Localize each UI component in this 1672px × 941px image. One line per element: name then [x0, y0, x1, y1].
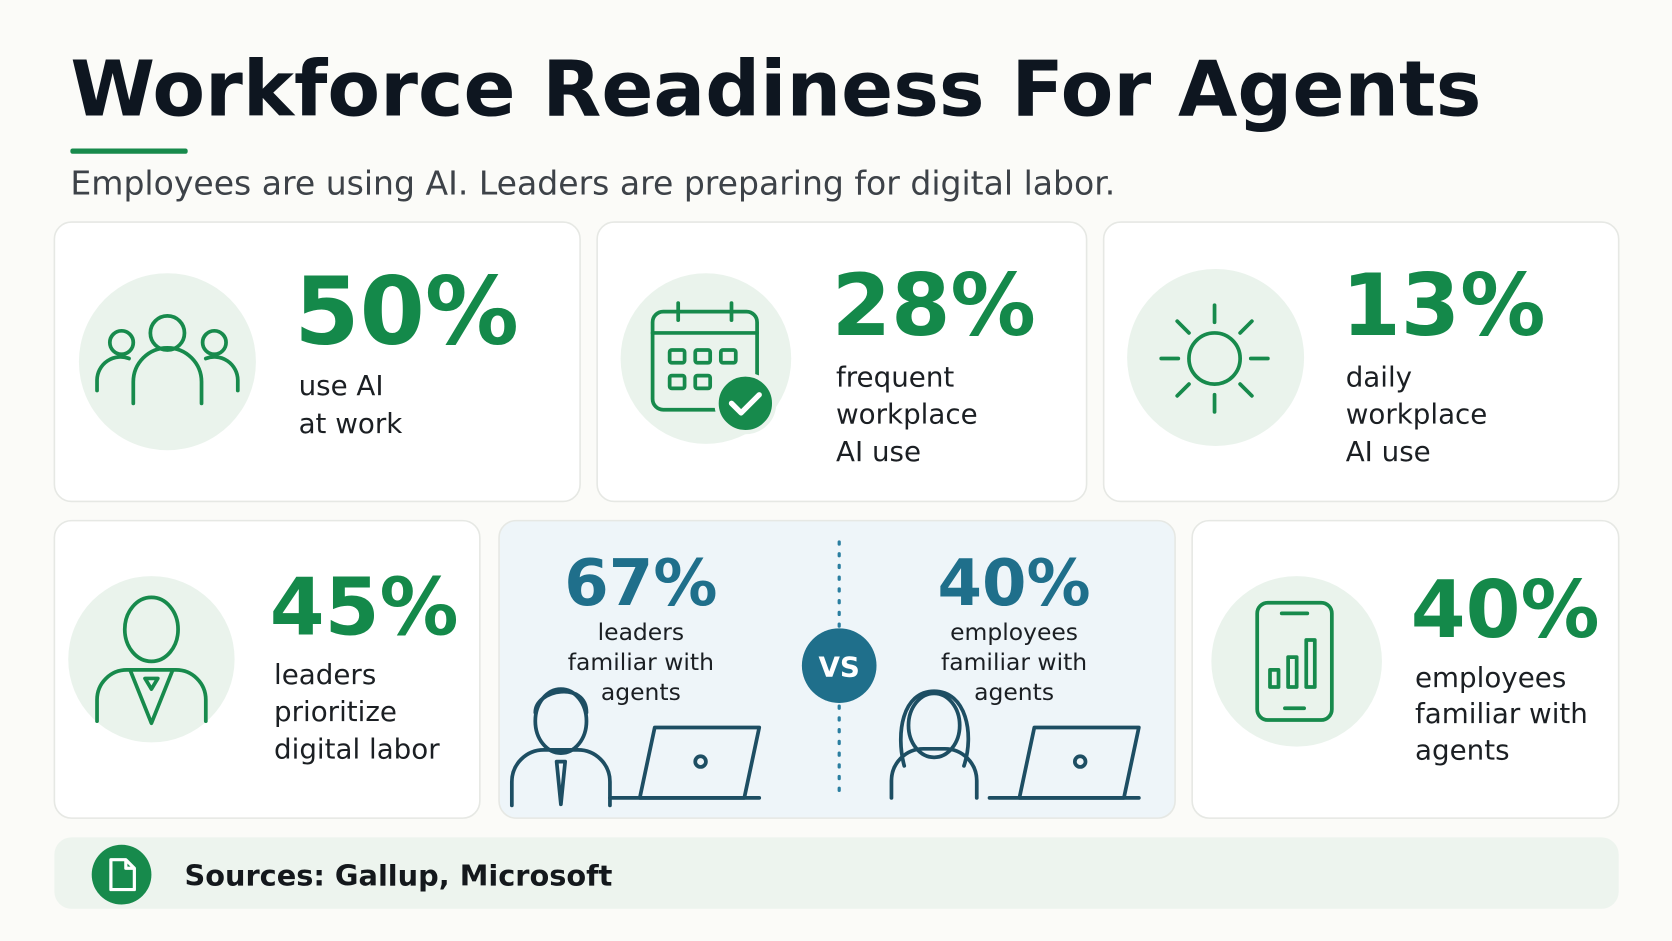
stat-label: familiar with: [941, 648, 1087, 676]
stat-value: 50%: [294, 258, 519, 367]
calendar-icon: [650, 301, 759, 412]
stat-label: AI use: [1346, 435, 1431, 468]
stat-label: AI use: [836, 435, 921, 468]
stat-value: 45%: [270, 562, 459, 654]
document-glyph: [109, 858, 136, 892]
sources: Sources: Gallup, Microsoft: [184, 858, 612, 892]
stat-value: 40%: [938, 547, 1091, 621]
check-mark: [728, 392, 762, 416]
stat-label: workplace: [836, 398, 978, 431]
man-laptop-icon: [509, 687, 762, 808]
stat-label: agents: [974, 678, 1054, 706]
phone-icon: [1255, 600, 1334, 722]
stat-value: 13%: [1341, 257, 1545, 356]
sun-icon: [1159, 303, 1270, 414]
stat-label: agents: [1415, 733, 1510, 766]
stat-label: familiar with: [1415, 697, 1588, 730]
vs-badge: [801, 628, 877, 703]
stat-value: 67%: [564, 547, 717, 621]
source-icon: [91, 844, 152, 905]
title-underline: [70, 148, 188, 154]
footer-bar: [54, 837, 1619, 909]
subtitle: Employees are using AI. Leaders are prep…: [70, 163, 1115, 202]
leader-icon: [95, 595, 208, 726]
check-badge: [714, 372, 777, 435]
woman-laptop-icon: [889, 689, 1141, 800]
stat-value: 40%: [1411, 564, 1600, 656]
stat-label: at work: [299, 407, 403, 440]
stat-label: employees: [950, 618, 1078, 646]
stat-label: workplace: [1346, 398, 1488, 431]
stat-label: leaders: [598, 618, 684, 646]
stat-label: employees: [1415, 661, 1566, 694]
stat-label: frequent: [836, 360, 954, 393]
stat-label: familiar with: [568, 648, 714, 676]
stat-label: leaders: [274, 658, 376, 691]
stat-label: agents: [601, 678, 681, 706]
vs-label: VS: [818, 650, 859, 683]
stat-label: prioritize: [274, 695, 397, 728]
stat-value: 28%: [832, 257, 1036, 356]
people-icon: [95, 314, 240, 406]
stat-label: daily: [1346, 360, 1412, 393]
title: Workforce Readiness For Agents: [70, 45, 1481, 134]
stat-label: use AI: [299, 369, 384, 402]
icon-circles: [68, 268, 1382, 747]
stat-label: digital labor: [274, 732, 440, 765]
